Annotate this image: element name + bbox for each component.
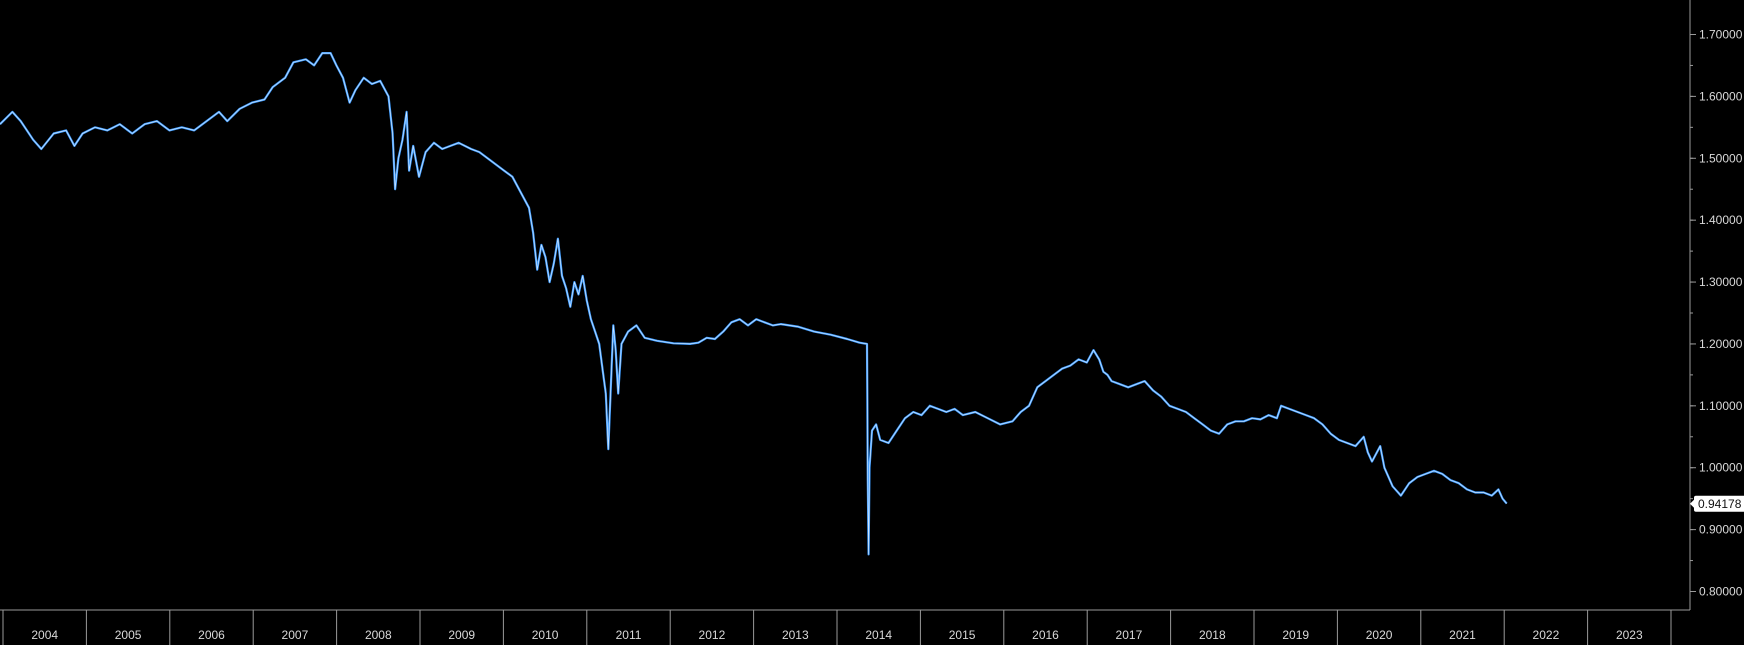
x-tick-label: 2006	[198, 628, 225, 642]
x-tick-label: 2012	[699, 628, 726, 642]
last-value-pointer	[1690, 498, 1695, 509]
y-tick-label: 1.20000	[1699, 337, 1743, 351]
x-axis: 2004 2005 2006 2007 2008 2009 2010 2011 2012 2013…	[0, 609, 1690, 645]
x-tick-label: 2018	[1199, 628, 1226, 642]
y-tick-label: 0.90000	[1699, 523, 1743, 537]
series-line	[0, 51, 1508, 556]
x-tick-label: 2011	[616, 628, 642, 642]
x-tick-label: 2009	[448, 628, 475, 642]
x-tick-label: 2021	[1449, 628, 1476, 642]
x-tick-label: 2016	[1032, 628, 1059, 642]
y-tick-label: 1.10000	[1699, 399, 1743, 413]
x-tick-label: 2020	[1366, 628, 1393, 642]
series-layer	[0, 51, 1508, 556]
x-tick-label: 2017	[1116, 628, 1143, 642]
last-value-badge	[1694, 495, 1744, 512]
y-tick-label: 1.40000	[1699, 213, 1743, 227]
x-tick-label: 2013	[782, 628, 809, 642]
x-tick-label: 2008	[365, 628, 392, 642]
last-value-marker: 0.94178	[1690, 495, 1744, 512]
y-tick-label: 1.50000	[1699, 151, 1743, 165]
y-tick-label: 1.00000	[1699, 461, 1743, 475]
y-tick-label: 1.30000	[1699, 275, 1743, 289]
y-tick-label: 1.60000	[1699, 89, 1743, 103]
last-value-label: 0.94178	[1698, 497, 1742, 511]
x-tick-label: 2015	[949, 628, 976, 642]
y-tick-label: 0.80000	[1699, 585, 1743, 599]
x-tick-label: 2023	[1616, 628, 1643, 642]
x-tick-label: 2010	[532, 628, 559, 642]
y-tick-label: 1.70000	[1699, 28, 1743, 42]
x-tick-label: 2004	[31, 628, 58, 642]
x-tick-label: 2019	[1282, 628, 1309, 642]
x-tick-label: 2007	[282, 628, 309, 642]
series-line-highlight	[0, 52, 1507, 555]
x-tick-label: 2022	[1533, 628, 1560, 642]
x-tick-label: 2005	[115, 628, 142, 642]
x-tick-label: 2014	[865, 628, 892, 642]
y-axis: 1.70000 1.60000 1.50000 1.40000 1.30000 1.200…	[1689, 0, 1743, 610]
